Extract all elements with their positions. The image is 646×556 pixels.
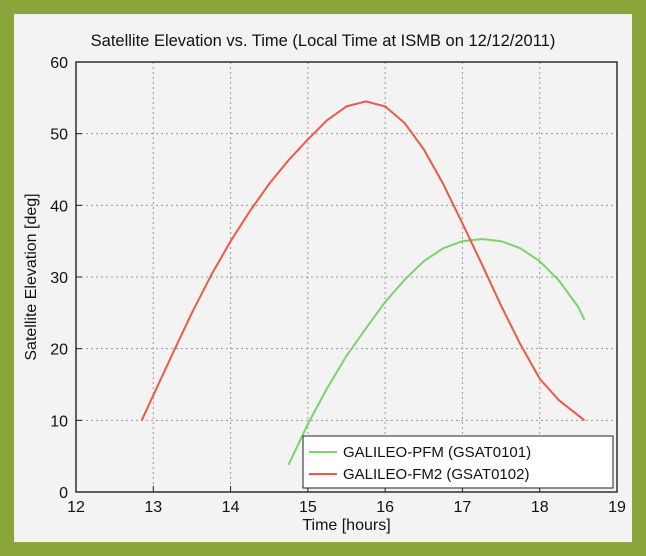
x-tick-label: 16 <box>376 499 394 516</box>
y-tick-label: 0 <box>59 485 68 502</box>
x-tick-label: 19 <box>608 499 626 516</box>
y-axis-label: Satellite Elevation [deg] <box>23 193 40 360</box>
x-tick-label: 18 <box>531 499 549 516</box>
chart-title: Satellite Elevation vs. Time (Local Time… <box>91 32 556 50</box>
legend: GALILEO-PFM (GSAT0101) GALILEO-FM2 (GSAT0… <box>302 435 614 489</box>
legend-label-1: GALILEO-PFM (GSAT0101) <box>343 444 531 461</box>
y-tick-label: 60 <box>50 55 68 72</box>
legend-box <box>302 435 614 489</box>
x-tick-label: 12 <box>67 499 85 516</box>
y-tick-label: 20 <box>50 342 68 359</box>
x-tick-label: 13 <box>144 499 162 516</box>
y-tick-label: 30 <box>50 270 68 287</box>
series-line-2 <box>140 100 586 422</box>
y-tick-label: 40 <box>50 198 68 215</box>
x-tick-label: 15 <box>299 499 317 516</box>
elevation-chart: Satellite Elevation vs. Time (Local Time… <box>23 32 626 534</box>
y-tick-label: 50 <box>50 127 68 144</box>
axis-ticks: 12 13 14 15 16 17 18 19 0 10 20 30 40 50 60 <box>50 55 626 516</box>
y-tick-label: 10 <box>50 413 68 430</box>
x-tick-label: 14 <box>222 499 240 516</box>
x-tick-label: 17 <box>454 499 472 516</box>
x-axis-label: Time [hours] <box>302 517 390 534</box>
legend-label-2: GALILEO-FM2 (GSAT0102) <box>343 466 529 483</box>
series-line-1 <box>287 238 586 466</box>
series-lines <box>140 100 586 466</box>
grid <box>76 62 617 492</box>
chart-panel: Satellite Elevation vs. Time (Local Time… <box>14 14 632 542</box>
